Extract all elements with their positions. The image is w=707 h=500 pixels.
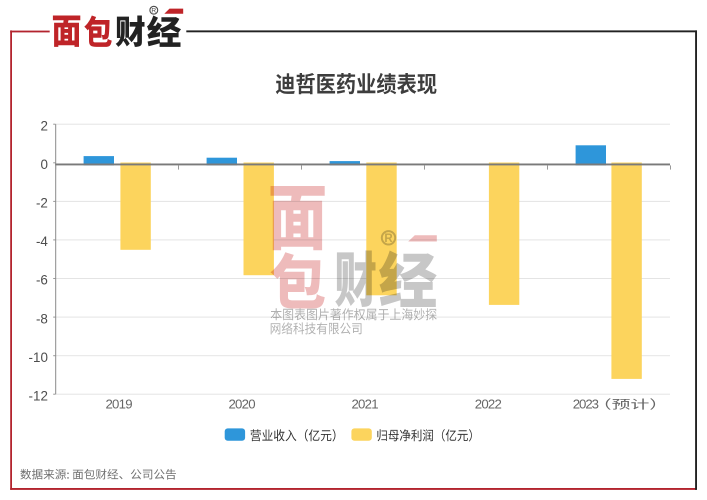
svg-text:-6: -6 — [36, 273, 48, 288]
svg-text:0: 0 — [40, 157, 47, 172]
svg-text:2022: 2022 — [475, 397, 502, 412]
svg-text:2020: 2020 — [228, 397, 255, 412]
svg-text:2019: 2019 — [105, 397, 132, 412]
svg-text:-2: -2 — [36, 196, 48, 211]
svg-text:R: R — [151, 8, 156, 15]
svg-text:2023: 2023 — [573, 397, 599, 412]
svg-text:-4: -4 — [36, 234, 48, 249]
svg-text:-10: -10 — [29, 350, 48, 365]
svg-text:2: 2 — [40, 118, 47, 133]
svg-text:-8: -8 — [36, 311, 48, 326]
svg-text:-12: -12 — [29, 388, 48, 403]
svg-text:R: R — [384, 233, 393, 245]
svg-text:2021: 2021 — [351, 397, 378, 412]
